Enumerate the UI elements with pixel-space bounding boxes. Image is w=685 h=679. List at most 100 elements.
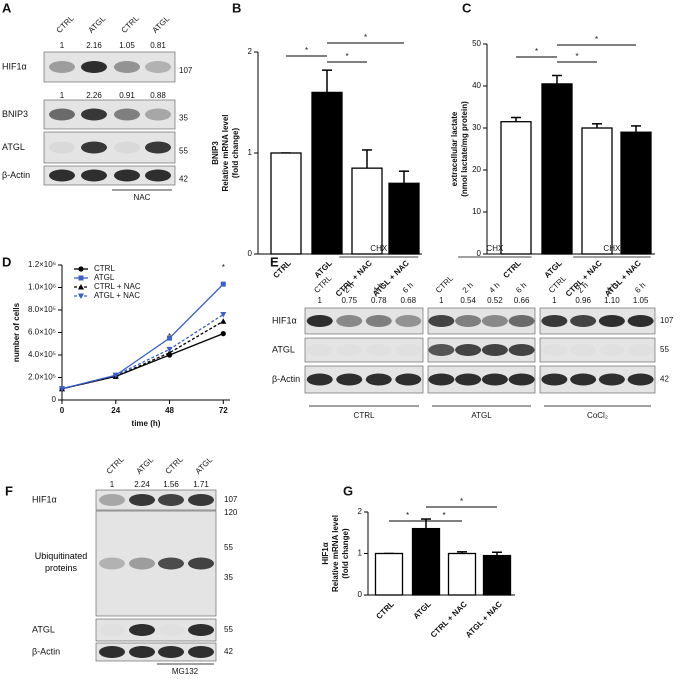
quantification: 1.10 bbox=[604, 296, 620, 305]
blot-band bbox=[628, 344, 654, 356]
significance-label: * bbox=[460, 497, 463, 506]
group-header: CHX bbox=[486, 244, 504, 253]
blot-band bbox=[336, 373, 363, 386]
x-tick-label: 24 bbox=[111, 406, 120, 415]
blot-band bbox=[49, 141, 75, 154]
lane-label: ATGL bbox=[135, 455, 156, 476]
blot-band bbox=[129, 646, 155, 658]
treatment-label: NAC bbox=[134, 193, 151, 202]
blot-band bbox=[306, 373, 333, 386]
blot-band bbox=[114, 141, 140, 154]
significance-label: * bbox=[222, 263, 225, 272]
blot-band bbox=[336, 344, 362, 356]
blot-strip bbox=[43, 165, 176, 186]
y-tick-label: 1 bbox=[358, 549, 363, 558]
blot-band bbox=[49, 61, 75, 73]
lane-label: CTRL bbox=[434, 273, 456, 295]
blot-band bbox=[99, 557, 125, 570]
blot-band bbox=[366, 344, 392, 356]
quantification: 2.16 bbox=[86, 41, 102, 50]
row-label: HIF1α bbox=[272, 315, 297, 325]
y-axis-label: number of cells bbox=[12, 302, 21, 362]
significance-label: * bbox=[305, 46, 308, 55]
significance-label: * bbox=[595, 35, 598, 44]
data-point bbox=[220, 312, 227, 318]
blot-band bbox=[114, 61, 140, 73]
blot-band bbox=[306, 315, 333, 327]
blot-strip bbox=[95, 489, 217, 511]
significance-label: * bbox=[575, 52, 578, 61]
row-label: β-Actin bbox=[272, 374, 300, 384]
blot-band bbox=[129, 494, 155, 506]
data-point bbox=[220, 331, 226, 337]
y-tick-label: 30 bbox=[472, 123, 481, 132]
lane-label: 4 h bbox=[487, 281, 501, 295]
series-line bbox=[61, 313, 224, 390]
quantification: 0.91 bbox=[119, 91, 135, 100]
lane-label: CTRL bbox=[55, 13, 77, 35]
y-axis-label: (fold change) bbox=[341, 528, 350, 579]
bar bbox=[351, 167, 383, 255]
blot-band bbox=[395, 344, 421, 356]
group-label: ATGL bbox=[471, 411, 492, 420]
y-axis-label: Relative mRNA level bbox=[331, 515, 340, 592]
bar bbox=[270, 152, 302, 255]
bar bbox=[581, 127, 613, 255]
blot-band bbox=[570, 344, 596, 356]
row-label: β-Actin bbox=[32, 646, 60, 656]
blot-band bbox=[188, 646, 214, 658]
y-tick-label: 50 bbox=[472, 39, 481, 48]
y-axis-label: BNIP3 bbox=[211, 141, 220, 165]
y-tick-label: 1 bbox=[248, 148, 253, 157]
y-axis-label: HIF1α bbox=[321, 542, 330, 564]
panel-letter: D bbox=[2, 254, 11, 269]
blot-band bbox=[49, 169, 75, 182]
blot-band bbox=[455, 315, 482, 327]
quantification: 1 bbox=[318, 296, 323, 305]
y-tick-label: 40 bbox=[472, 81, 481, 90]
lane-label: 6 h bbox=[514, 281, 528, 295]
blot-band bbox=[188, 624, 214, 636]
data-point bbox=[112, 372, 119, 379]
y-tick-label: 0 bbox=[52, 395, 57, 404]
quantification: 1 bbox=[552, 296, 557, 305]
blot-band bbox=[395, 373, 422, 386]
panel-letter: F bbox=[5, 483, 13, 498]
x-tick-label: CTRL bbox=[374, 599, 396, 621]
panel-letter: E bbox=[270, 254, 279, 269]
blot-band bbox=[481, 373, 508, 386]
blot-band bbox=[541, 373, 568, 386]
legend-label: CTRL bbox=[94, 264, 115, 273]
y-tick-label: 4.0×10⁵ bbox=[28, 350, 56, 359]
quantification: 0.81 bbox=[150, 41, 166, 50]
group-label: CTRL bbox=[354, 411, 375, 420]
row-label: Ubiquitinated proteins bbox=[34, 550, 88, 573]
blot-band bbox=[99, 646, 125, 658]
blot-band bbox=[145, 108, 171, 121]
blot-band bbox=[508, 315, 535, 327]
y-axis-label: Relative mRNA level bbox=[221, 114, 230, 191]
blot-band bbox=[188, 494, 214, 506]
panel-letter: G bbox=[343, 483, 353, 498]
legend-marker bbox=[78, 293, 84, 299]
bar bbox=[388, 182, 420, 255]
blot-band bbox=[598, 315, 625, 327]
series-line bbox=[61, 333, 224, 390]
blot-band bbox=[455, 373, 482, 386]
quantification: 0.75 bbox=[341, 296, 357, 305]
row-label: HIF1α bbox=[2, 61, 27, 71]
significance-label: * bbox=[442, 511, 445, 520]
quantification: 0.54 bbox=[460, 296, 476, 305]
blot-band bbox=[481, 315, 508, 327]
blot-band bbox=[158, 494, 184, 506]
bar bbox=[541, 83, 573, 255]
quantification: 0.66 bbox=[514, 296, 530, 305]
blot-band bbox=[49, 108, 75, 121]
significance-label: * bbox=[345, 52, 348, 61]
mw-marker: 107 bbox=[179, 66, 193, 75]
blot-band bbox=[145, 169, 171, 182]
y-axis-label: extracellular lactate bbox=[450, 111, 459, 186]
blot-band bbox=[455, 344, 482, 356]
